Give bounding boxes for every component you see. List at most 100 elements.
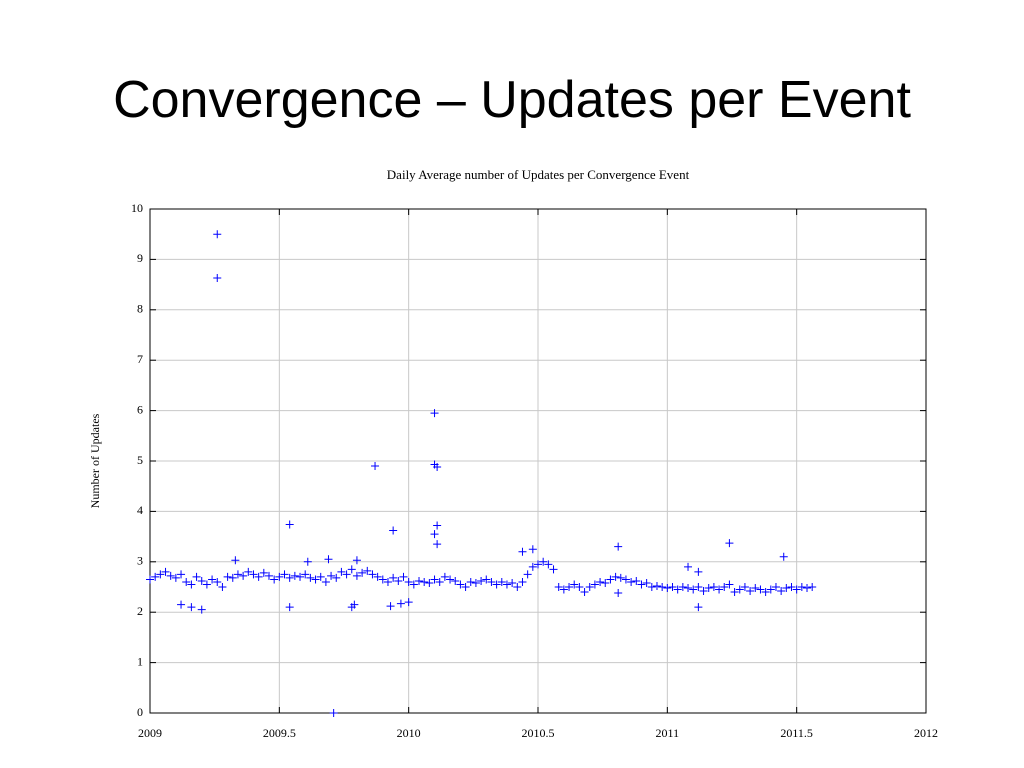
point <box>658 583 667 591</box>
point <box>151 572 160 581</box>
point <box>290 571 299 580</box>
point <box>352 571 361 580</box>
point <box>614 542 623 551</box>
point <box>433 463 442 472</box>
point <box>324 555 333 564</box>
point <box>647 583 656 591</box>
point <box>415 576 424 585</box>
point <box>652 581 661 590</box>
point <box>673 585 682 594</box>
point <box>565 583 574 591</box>
point <box>725 539 734 548</box>
point <box>751 584 760 593</box>
y-tick-label: 4 <box>137 503 143 517</box>
x-tick-label: 2010 <box>397 726 421 740</box>
y-axis-label: Number of Updates <box>88 413 102 508</box>
point <box>202 580 211 589</box>
point <box>347 565 356 574</box>
point <box>614 589 623 598</box>
point <box>433 521 442 530</box>
point <box>303 557 312 566</box>
point <box>233 570 242 579</box>
point <box>358 568 367 577</box>
point <box>808 583 817 591</box>
point <box>554 583 563 591</box>
y-tick-label: 1 <box>137 654 143 668</box>
point <box>156 570 165 579</box>
point <box>694 583 703 591</box>
point <box>259 568 268 577</box>
point <box>280 570 289 579</box>
point <box>425 578 434 587</box>
point <box>611 572 620 581</box>
point <box>430 575 439 584</box>
point <box>342 570 351 579</box>
point <box>208 575 217 584</box>
point <box>187 580 196 589</box>
point <box>337 567 346 576</box>
slide-title: Convergence – Updates per Event <box>113 71 911 129</box>
point <box>632 576 641 585</box>
point <box>508 578 517 587</box>
point <box>285 520 294 529</box>
point <box>761 588 770 597</box>
point <box>430 409 439 418</box>
point <box>373 572 382 581</box>
point <box>166 571 175 580</box>
point <box>218 583 227 591</box>
point <box>534 560 542 569</box>
point <box>371 462 380 471</box>
point <box>146 575 154 584</box>
point <box>539 557 548 566</box>
point <box>311 575 320 584</box>
point <box>549 565 558 574</box>
point <box>404 577 413 586</box>
point <box>797 583 806 591</box>
point <box>177 600 186 609</box>
x-tick-label: 2012 <box>914 726 938 740</box>
point <box>637 580 646 589</box>
point <box>746 587 755 596</box>
point <box>231 556 240 565</box>
point <box>321 577 330 586</box>
point <box>720 583 729 591</box>
point <box>383 577 392 586</box>
point <box>296 572 305 581</box>
y-tick-label: 0 <box>137 705 143 719</box>
point <box>228 573 237 582</box>
point <box>386 602 395 611</box>
point <box>709 583 718 591</box>
point <box>497 577 506 586</box>
point <box>213 230 222 239</box>
point <box>779 552 788 561</box>
point <box>466 577 475 586</box>
point <box>668 583 677 591</box>
point <box>642 578 651 587</box>
point <box>433 540 442 549</box>
y-tick-label: 10 <box>131 201 143 215</box>
plot-frame <box>149 208 927 714</box>
point <box>182 577 191 586</box>
point <box>399 572 408 581</box>
point <box>329 709 338 717</box>
point <box>559 585 568 594</box>
point <box>223 572 232 581</box>
point <box>570 580 579 589</box>
point <box>471 578 480 587</box>
point <box>213 274 222 283</box>
point <box>715 585 724 594</box>
point <box>435 577 444 586</box>
point <box>161 567 170 576</box>
point <box>725 580 734 589</box>
point <box>704 584 713 593</box>
point <box>316 572 325 581</box>
point <box>777 587 786 596</box>
x-tick-label: 2009.5 <box>263 726 296 740</box>
point <box>502 580 511 589</box>
point <box>285 573 294 582</box>
point <box>396 599 405 608</box>
point <box>363 566 372 575</box>
point <box>409 580 418 589</box>
